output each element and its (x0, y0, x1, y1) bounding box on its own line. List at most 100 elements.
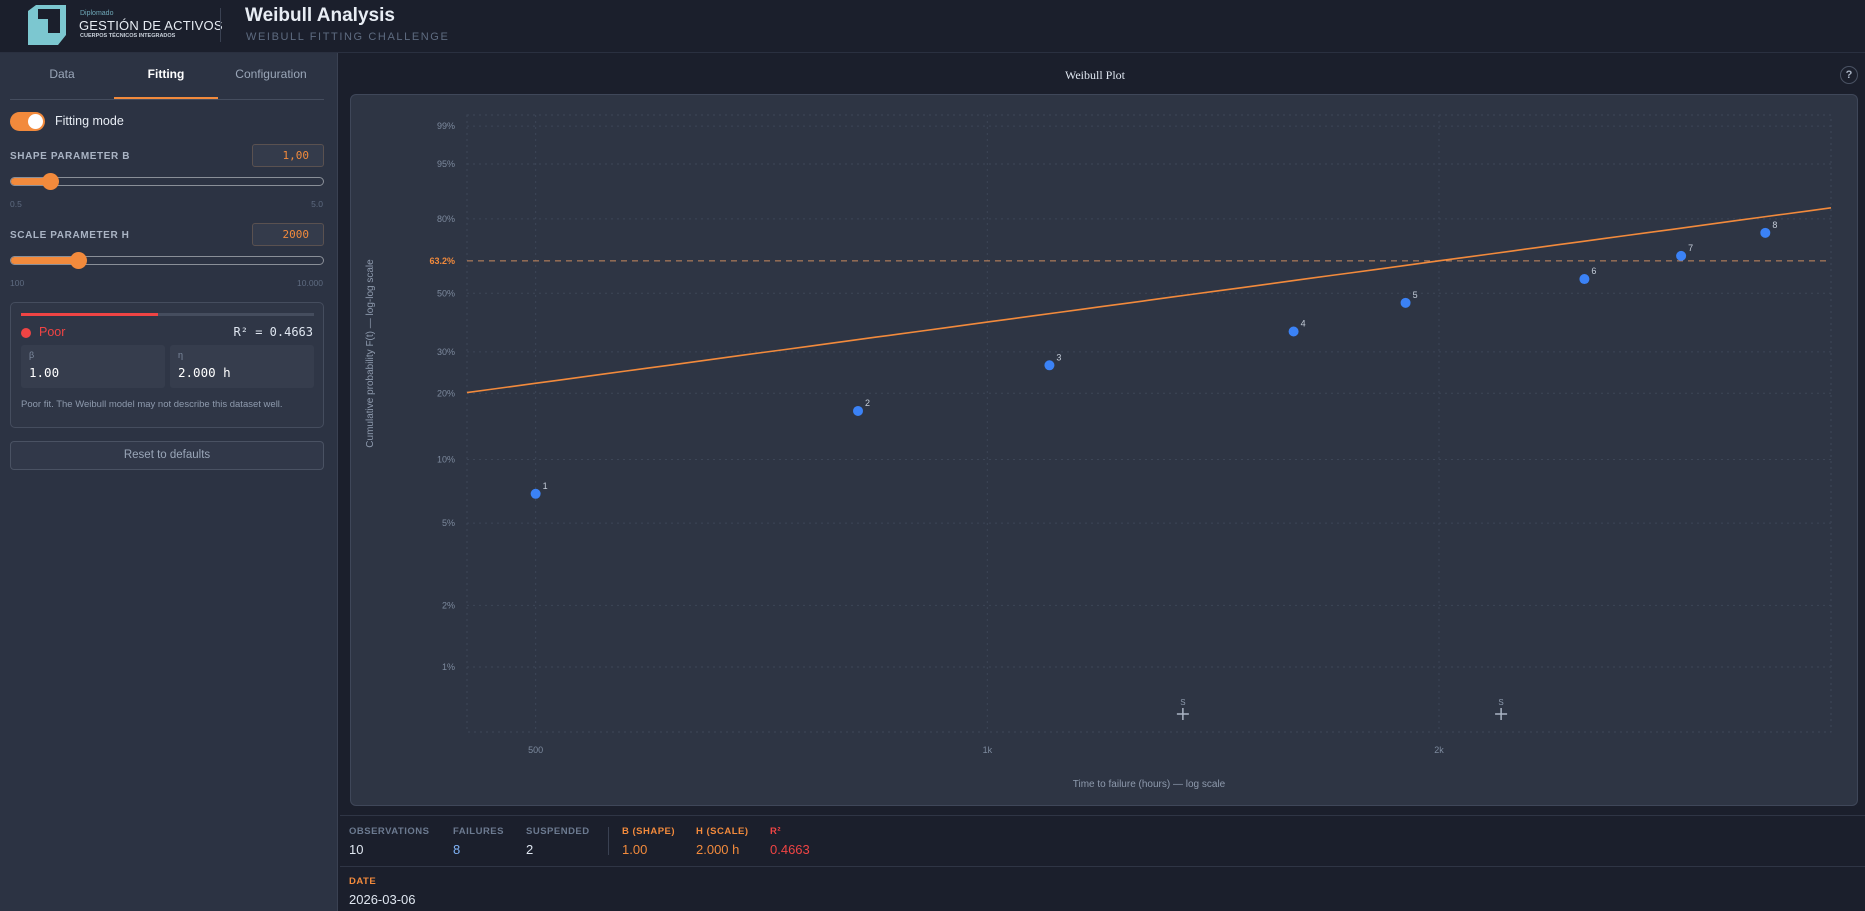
page-subtitle: WEIBULL FITTING CHALLENGE (246, 31, 450, 43)
y-tick-label: 95% (437, 159, 455, 169)
y-tick-label: 5% (442, 518, 455, 528)
fit-result-card: Poor R² = 0.4663 β 1.00 η 2.000 h Poor f… (10, 302, 324, 428)
failure-point-label: 2 (865, 398, 870, 408)
tab-configuration[interactable]: Configuration (235, 67, 307, 81)
failure-point-label: 1 (543, 481, 548, 491)
failure-point-label: 6 (1591, 266, 1596, 276)
suspension-marker (1495, 708, 1508, 720)
failure-point-label: 4 (1301, 319, 1306, 329)
scale-stat-label: H (SCALE) (696, 826, 749, 837)
failure-point-label: 3 (1056, 352, 1061, 362)
logo-small-text: Diplomado (80, 10, 114, 17)
suspended-value: 2 (526, 842, 534, 857)
stats-divider-bottom (340, 866, 1865, 867)
suspended-label: SUSPENDED (526, 826, 590, 837)
r2-stat-label: R² (770, 826, 782, 837)
fit-quality-label: Poor (39, 325, 66, 339)
shape-stat-label: B (SHAPE) (622, 826, 676, 837)
fit-message: Poor fit. The Weibull model may not desc… (21, 399, 283, 410)
logo-icon (28, 5, 66, 45)
date-label: DATE (349, 876, 377, 887)
scale-parameter-slider[interactable] (10, 252, 324, 269)
logo-main-text: GESTIÓN DE ACTIVOS (79, 18, 223, 33)
beta-box: β 1.00 (21, 345, 165, 388)
eta-value: 2.000 h (178, 365, 231, 380)
weibull-fit-line (466, 207, 1832, 394)
y-tick-label: 10% (437, 455, 455, 465)
eta-label: η (178, 350, 184, 360)
scale-parameter-input[interactable]: 2000 (252, 223, 324, 246)
shape-min-label: 0.5 (10, 199, 22, 209)
logo-sub-text: CUERPOS TÉCNICOS INTEGRADOS (80, 33, 176, 39)
help-button[interactable]: ? (1840, 66, 1858, 84)
failure-point-label: 7 (1688, 243, 1693, 253)
failure-point (1676, 250, 1687, 261)
app-header: Diplomado GESTIÓN DE ACTIVOS CUERPOS TÉC… (0, 0, 1865, 53)
suspension-label: S (1180, 698, 1185, 707)
suspension-label: S (1498, 698, 1503, 707)
beta-label: β (29, 350, 35, 360)
weibull-plot-panel: 99% 95% 80% 50% 30% 20% 10% 5% 2% 1% 500 1k 2k 63.2% 1… (350, 94, 1858, 806)
tab-data[interactable]: Data (49, 67, 75, 81)
scale-parameter-label: SCALE PARAMETER H (10, 230, 130, 241)
y-tick-label: 50% (437, 288, 455, 298)
stats-divider-top (340, 815, 1865, 816)
y-tick-label: 1% (442, 662, 455, 672)
shape-parameter-label: SHAPE PARAMETER B (10, 151, 131, 162)
failure-point (1579, 274, 1590, 285)
tabs-divider (10, 99, 324, 100)
failures-value: 8 (453, 842, 461, 857)
fitting-mode-label: Fitting mode (55, 114, 124, 128)
observations-label: OBSERVATIONS (349, 826, 430, 837)
scale-max-label: 10.000 (297, 278, 323, 288)
y-tick-label: 20% (437, 388, 455, 398)
failure-point-label: 8 (1772, 220, 1777, 230)
observations-value: 10 (349, 842, 364, 857)
failures-label: FAILURES (453, 826, 504, 837)
failure-point (1288, 326, 1299, 337)
shape-parameter-input[interactable]: 1,00 (252, 144, 324, 167)
eta-box: η 2.000 h (170, 345, 314, 388)
y-tick-label: 99% (437, 121, 455, 131)
reset-defaults-button[interactable]: Reset to defaults (10, 441, 324, 470)
weibull-plot: 99% 95% 80% 50% 30% 20% 10% 5% 2% 1% 500 1k 2k 63.2% 1… (365, 114, 1832, 790)
tab-fitting[interactable]: Fitting (114, 67, 218, 99)
failure-point (1044, 360, 1055, 371)
shape-parameter-slider[interactable] (10, 173, 324, 190)
failure-point (530, 488, 541, 499)
x-tick-label: 2k (1434, 745, 1444, 755)
failure-point-label: 5 (1413, 290, 1418, 300)
header-divider (220, 8, 221, 42)
y-tick-label: 80% (437, 214, 455, 224)
poor-status-dot (21, 328, 31, 338)
beta-value: 1.00 (29, 365, 60, 380)
fit-quality-bar (21, 313, 314, 316)
failure-point (1400, 297, 1411, 308)
failure-point (853, 405, 864, 416)
slider-fill (11, 257, 80, 264)
failure-point (1760, 227, 1771, 238)
r2-readout: R² = 0.4663 (233, 325, 313, 339)
suspension-marker (1176, 708, 1189, 720)
slider-fill (11, 178, 52, 185)
y-axis-label: Cumulative probability F(t) — log-log sc… (365, 259, 376, 448)
shape-max-label: 5.0 (311, 199, 323, 209)
fitting-mode-toggle[interactable] (10, 112, 45, 131)
toggle-knob (28, 114, 43, 129)
chart-title: Weibull Plot (1064, 68, 1126, 82)
plot-area-border (466, 114, 1832, 733)
page-title: Weibull Analysis (245, 5, 395, 26)
scale-min-label: 100 (10, 278, 25, 288)
reference-line-label: 63.2% (429, 256, 455, 266)
x-axis-label: Time to failure (hours) — log scale (1073, 779, 1226, 790)
y-tick-label: 2% (442, 600, 455, 610)
scale-stat-value: 2.000 h (696, 842, 740, 857)
x-tick-label: 500 (528, 745, 543, 755)
y-tick-label: 30% (437, 347, 455, 357)
slider-thumb[interactable] (70, 252, 88, 269)
sidebar: Data Fitting Configuration Fitting mode … (0, 53, 338, 911)
shape-stat-value: 1.00 (622, 842, 648, 857)
stats-separator (608, 827, 609, 855)
slider-thumb[interactable] (42, 173, 60, 190)
date-value: 2026-03-06 (349, 892, 416, 907)
